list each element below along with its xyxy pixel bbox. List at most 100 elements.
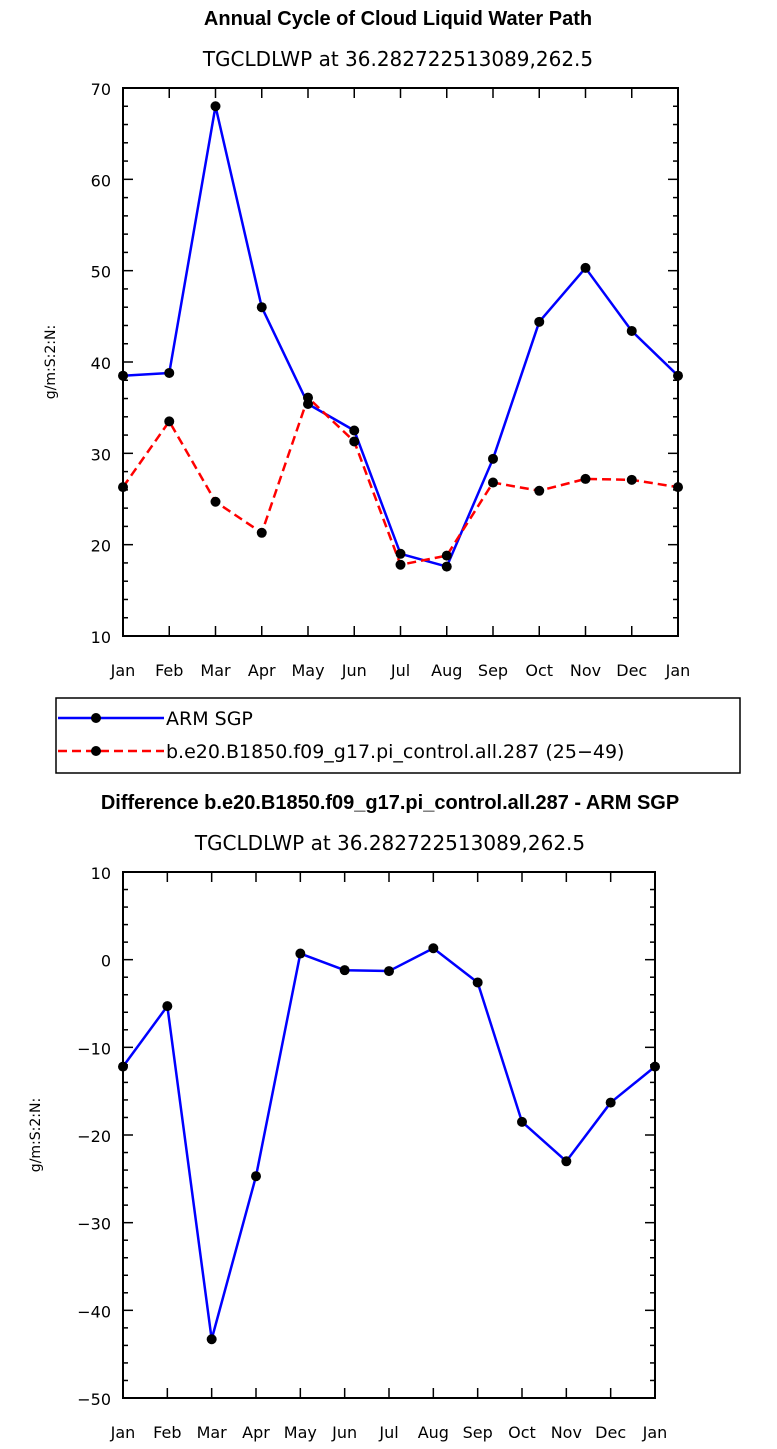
chart-2-x-tick-label: May [284,1423,317,1442]
chart-2-series-1-point [384,966,394,977]
chart-1-x-tick-label: May [291,661,324,680]
chart-2-series-1-point [339,965,350,976]
chart-2: Difference b.e20.B1850.f09_g17.pi_contro… [28,792,679,1442]
chart-1-legend: ARM SGP b.e20.B1850.f09_g17.pi_control.a… [55,697,741,774]
chart-2-x-tick-label: Jun [331,1423,357,1442]
chart-2-y-tick-labels: −50 −40 −30 −20 −10 0 10 [77,864,111,1409]
legend-label-model: b.e20.B1850.f09_g17.pi_control.all.287 (… [166,741,624,763]
legend-entry-model: b.e20.B1850.f09_g17.pi_control.all.287 (… [58,741,624,763]
chart-2-y-tick-label: −20 [77,1127,111,1146]
chart-1-series-1-point [626,325,637,336]
chart-1-y-tick-labels: 10 20 30 40 50 60 70 [91,80,111,647]
chart-1: Annual Cycle of Cloud Liquid Water Path … [43,8,741,774]
chart-2-x-tick-label: Mar [197,1423,228,1442]
chart-1-series-1-point [534,316,545,327]
chart-1-series-2-point [164,416,175,427]
chart-2-title: Difference b.e20.B1850.f09_g17.pi_contro… [101,792,679,814]
chart-2-series-1-point [206,1334,217,1345]
chart-2-series-1-point [428,943,439,954]
chart-1-x-tick-label: Jan [665,661,691,680]
chart-1-series-1-point [256,302,267,313]
chart-1-y-tick-label: 60 [91,171,111,190]
chart-1-series-2-point [349,436,360,447]
chart-2-x-tick-label: Aug [418,1423,449,1442]
chart-2-y-axis-label: g/m:S:2:N: [28,1098,44,1172]
chart-1-series-1-point [488,453,498,464]
chart-1-plot-frame [122,87,679,637]
chart-2-ticks [122,871,656,1399]
chart-1-series-1-point [118,370,128,381]
chart-1-y-tick-label: 20 [91,537,111,556]
chart-2-series-1-point [251,1171,261,1182]
legend-entry-arm-sgp: ARM SGP [58,708,253,730]
chart-1-series-2-point [256,527,267,538]
chart-1-series-2-point [395,559,406,570]
chart-1-y-tick-label: 50 [91,263,111,282]
legend-label-arm-sgp: ARM SGP [166,708,253,730]
chart-1-series-1-point [210,101,221,112]
chart-1-series-1-point [395,548,406,559]
chart-1-series-2-point [580,473,591,484]
chart-2-y-tick-label: 10 [91,864,111,883]
chart-1-series-2-point [118,482,128,493]
chart-2-series [118,943,660,1345]
chart-2-y-tick-label: −10 [77,1039,111,1058]
chart-2-series-1-point [295,948,306,959]
chart-2-series-1-point [118,1061,128,1072]
chart-1-y-axis-label: g/m:S:2:N: [43,325,59,399]
chart-1-series-2-point [626,474,637,485]
chart-1-y-tick-label: 10 [91,628,111,647]
chart-2-x-tick-label: Sep [463,1423,493,1442]
chart-2-plot-frame [122,871,656,1399]
chart-2-x-tick-label: Nov [551,1423,582,1442]
chart-1-x-tick-label: Sep [478,661,508,680]
chart-2-series-1-point [472,977,483,988]
chart-1-subtitle: TGCLDLWP at 36.282722513089,262.5 [202,47,593,71]
chart-2-y-tick-label: 0 [101,952,111,971]
chart-1-title: Annual Cycle of Cloud Liquid Water Path [204,8,592,30]
chart-1-series-2-line [121,396,679,567]
chart-2-x-tick-label: Jan [110,1423,136,1442]
legend-marker-arm-sgp [91,713,101,723]
chart-1-series-2-point [488,477,498,488]
chart-1-x-tick-label: Oct [525,661,553,680]
chart-1-x-tick-labels: Jan Feb Mar Apr May Jun Jul Aug Sep Oct Nov Dec Jan [110,661,691,680]
chart-2-x-tick-label: Jan [642,1423,668,1442]
chart-1-series-1-line [122,105,679,568]
chart-1-series-1-point [580,262,591,273]
chart-1-series [118,101,683,572]
legend-marker-model [91,746,101,756]
chart-1-series-2-point [673,482,683,493]
chart-2-y-tick-label: −50 [77,1390,111,1409]
chart-2-x-tick-label: Jul [378,1423,398,1442]
chart-1-x-tick-label: Nov [570,661,601,680]
chart-1-series-1-point [673,370,683,381]
chart-2-series-1-point [517,1116,527,1127]
chart-1-x-tick-label: Feb [155,661,183,680]
chart-2-x-tick-label: Oct [508,1423,536,1442]
chart-2-x-tick-label: Feb [153,1423,181,1442]
chart-2-x-tick-labels: Jan Feb Mar Apr May Jun Jul Aug Sep Oct Nov Dec Jan [110,1423,668,1442]
chart-2-y-tick-label: −40 [77,1302,111,1321]
chart-1-x-tick-label: Jul [390,661,410,680]
chart-1-series-1-point [441,561,452,572]
chart-2-series-1-point [561,1156,572,1167]
chart-1-series-2-point [303,392,313,403]
chart-2-y-tick-label: −30 [77,1215,111,1234]
chart-1-x-tick-label: Jan [110,661,136,680]
chart-2-series-1-point [650,1061,660,1072]
chart-2-series-1-point [605,1097,616,1108]
chart-2-series-1-line [121,947,656,1341]
chart-1-series-2-point [534,485,545,496]
chart-1-series-1-point [349,425,360,436]
legend-box [55,697,741,774]
chart-1-x-tick-label: Aug [431,661,462,680]
chart-2-x-tick-label: Apr [242,1423,270,1442]
chart-2-x-tick-label: Dec [595,1423,626,1442]
chart-1-x-tick-label: Mar [200,661,231,680]
chart-1-x-tick-label: Apr [248,661,276,680]
chart-1-y-tick-label: 40 [91,354,111,373]
chart-2-subtitle: TGCLDLWP at 36.282722513089,262.5 [194,831,585,855]
chart-1-y-tick-label: 30 [91,445,111,464]
